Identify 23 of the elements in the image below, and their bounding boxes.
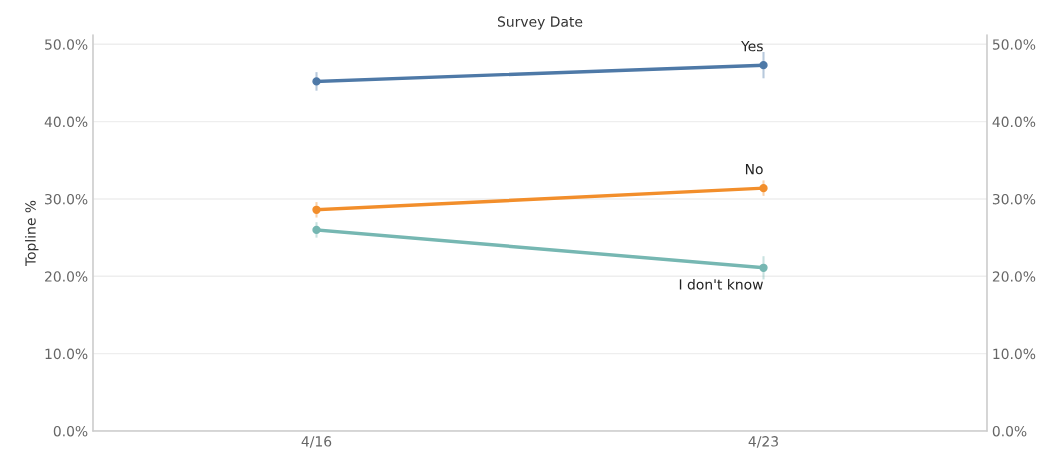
x-tick-label: 4/23 <box>748 436 778 448</box>
y2-tick-label: 0.0% <box>992 425 1027 437</box>
point <box>312 77 321 86</box>
y-axis-title: Topline % <box>25 200 39 267</box>
y-tick-label: 20.0% <box>45 271 88 282</box>
y2-tick-label: 50.0% <box>992 39 1036 50</box>
y2-tick-label: 40.0% <box>992 116 1036 128</box>
y2-tick-label: 30.0% <box>992 193 1036 205</box>
series-label: No <box>745 164 763 175</box>
y-tick-label: 50.0% <box>45 39 88 50</box>
y-tick-label: 40.0% <box>44 116 88 128</box>
point <box>759 263 768 272</box>
series-label: Yes <box>741 41 763 52</box>
y-tick-label: 30.0% <box>45 193 88 205</box>
point <box>759 60 768 70</box>
point <box>312 205 321 214</box>
x-tick-label: 4/16 <box>301 436 332 448</box>
series-label: I don't know <box>679 278 763 290</box>
y-tick-label: 0.0% <box>53 425 88 437</box>
y2-tick-label: 20.0% <box>992 271 1036 282</box>
x-axis-title: Survey Date <box>497 16 583 30</box>
y2-tick-label: 10.0% <box>993 348 1036 360</box>
y-tick-label: 10.0% <box>45 348 88 360</box>
